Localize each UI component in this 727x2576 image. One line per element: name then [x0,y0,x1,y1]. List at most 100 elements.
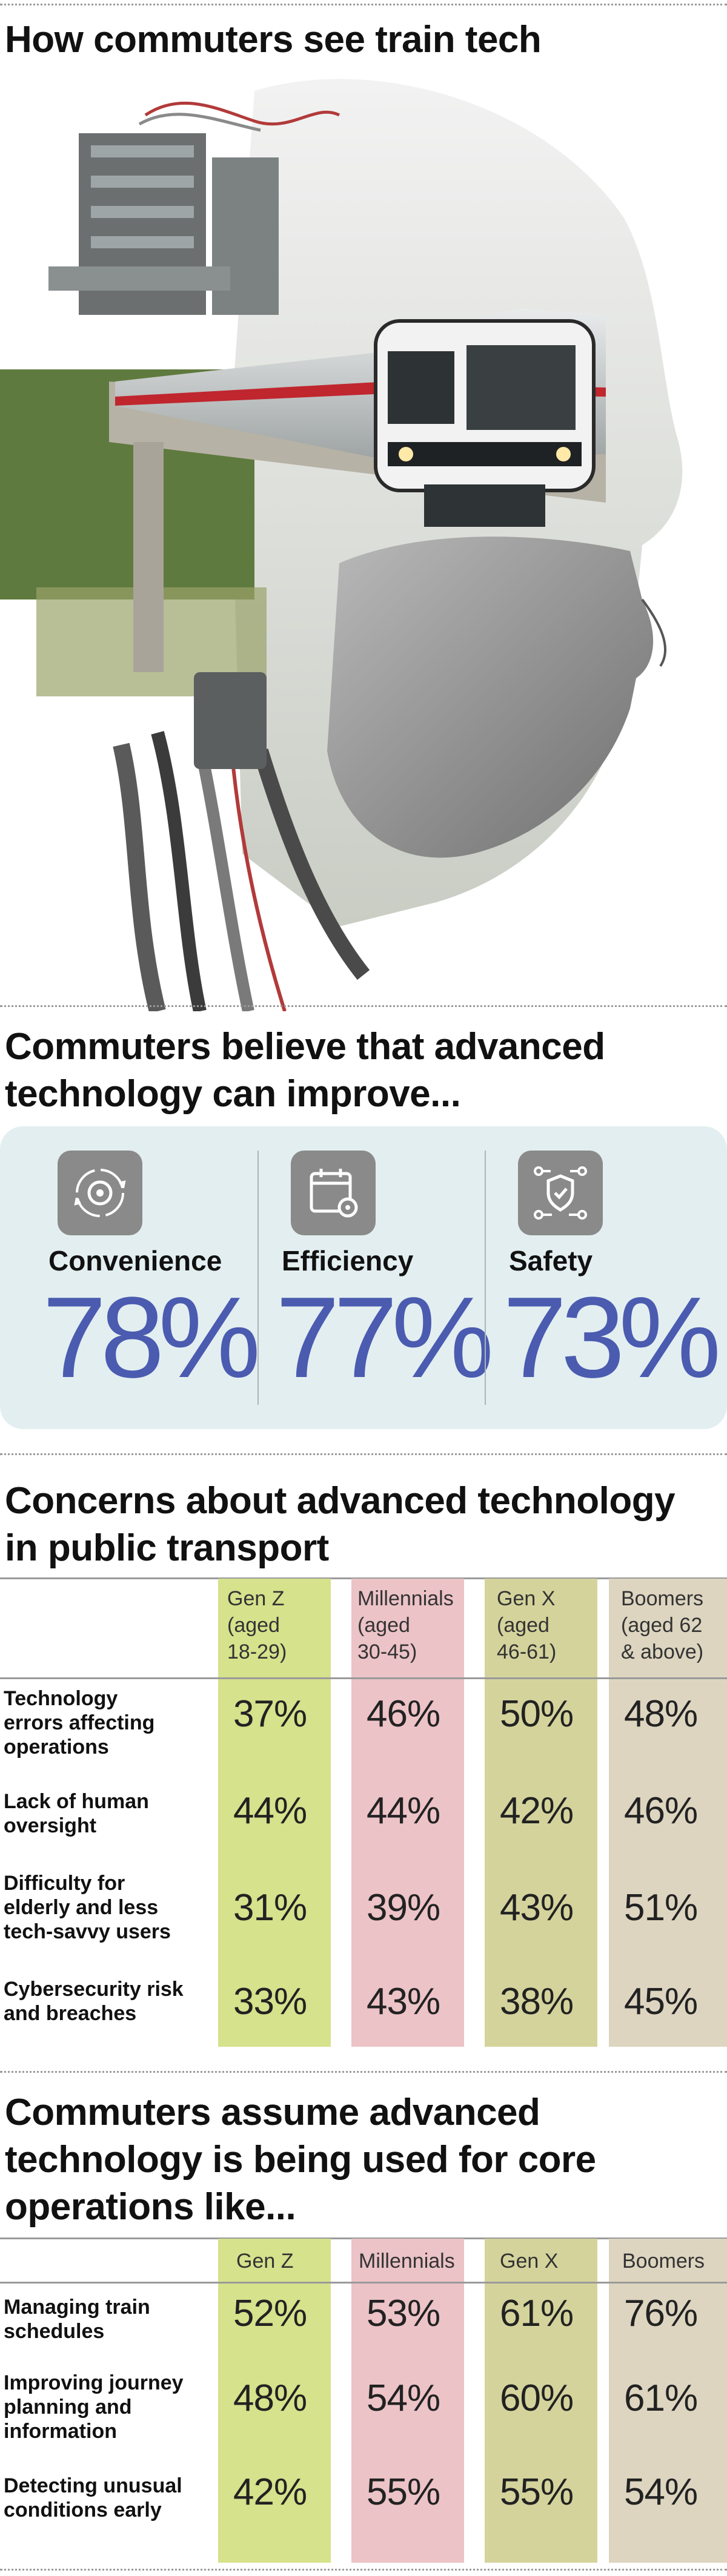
row-label-line: Detecting unusual [4,2474,182,2497]
table-cell: 46% [367,1693,440,1735]
boomers-column [609,2239,727,2563]
table-cell: 52% [233,2293,307,2334]
column-header-line: Gen X [497,1587,556,1610]
operations-heading-line: technology is being used for core [5,2139,596,2181]
improve-item-safety: Safety 73% [460,1126,721,1429]
improve-heading-line: Commuters believe that advanced [5,1026,605,1068]
table-cell: 31% [233,1887,307,1929]
section-rule [0,1453,727,1455]
table-cell: 50% [500,1693,574,1735]
column-header-line: (aged [227,1614,280,1637]
column-divider [257,1151,259,1405]
table-rule [0,2282,727,2284]
table-rule [0,2237,727,2239]
millennials-column [351,2239,464,2563]
table-cell: 55% [500,2471,574,2513]
genz-column [218,1579,331,2047]
concerns-heading-line: Concerns about advanced technology [5,1480,676,1522]
row-label: Technology errors affecting operations [4,1686,154,1759]
table-cell: 43% [500,1887,574,1929]
column-header: Gen Z [236,2250,294,2273]
improve-value: 77% [276,1273,494,1402]
concerns-heading: Concerns about advanced technology in pu… [5,1478,676,1572]
improve-heading: Commuters believe that advanced technolo… [5,1023,605,1118]
row-label-line: Managing train [4,2296,150,2319]
table-rule [0,1677,727,1679]
row-label-line: elderly and less [4,1896,159,1919]
row-label-line: information [4,2420,117,2443]
improve-card: Convenience 78% Efficiency 77% [0,1126,727,1429]
column-header-line: (aged [357,1614,410,1637]
improve-item-convenience: Convenience 78% [0,1126,261,1429]
column-header: Millennials (aged 30-45) [357,1585,454,1665]
row-label-line: oversight [4,1814,97,1837]
improve-value: 73% [503,1273,721,1402]
row-label: Improving journey planning and informati… [4,2371,184,2443]
table-cell: 60% [500,2377,574,2419]
column-header-line: Millennials [357,1587,454,1610]
improve-label: Efficiency [282,1245,414,1276]
table-cell: 48% [624,1693,698,1735]
table-cell: 55% [367,2471,440,2513]
column-header-line: (aged 62 [621,1614,703,1637]
table-cell: 54% [624,2471,698,2513]
column-header: Gen Z (aged 18-29) [227,1585,287,1665]
column-header-line: 46-61) [497,1640,557,1663]
table-cell: 42% [233,2471,307,2513]
table-cell: 51% [624,1887,698,1929]
column-header: Gen X (aged 46-61) [497,1585,556,1665]
improve-item-efficiency: Efficiency 77% [233,1126,494,1429]
gear-cycle-icon [58,1151,142,1235]
table-cell: 43% [367,1981,440,2023]
millennials-column [351,1579,464,2047]
calendar-gear-icon [291,1151,376,1235]
table-cell: 44% [367,1790,440,1832]
section-rule [0,2071,727,2073]
row-label: Cybersecurity risk and breaches [4,1977,184,2026]
table-cell: 61% [500,2293,574,2334]
table-cell: 46% [624,1790,698,1832]
column-header: Millennials [359,2250,455,2273]
row-label: Difficulty for elderly and less tech-sav… [4,1871,171,1944]
row-label: Detecting unusual conditions early [4,2474,182,2522]
table-cell: 54% [367,2377,440,2419]
table-cell: 76% [624,2293,698,2334]
table-cell: 33% [233,1981,307,2023]
genx-column [485,2239,597,2563]
row-label: Managing train schedules [4,2295,150,2343]
row-label-line: planning and [4,2396,132,2419]
table-cell: 37% [233,1693,307,1735]
column-header-line: 30-45) [357,1640,417,1663]
table-cell: 45% [624,1981,698,2023]
genz-column [218,2239,331,2563]
row-label-line: tech-savvy users [4,1920,171,1943]
column-header-line: Boomers [621,1587,704,1610]
column-header: Gen X [500,2250,559,2273]
table-cell: 53% [367,2293,440,2334]
row-label-line: Improving journey [4,2371,184,2394]
improve-label: Safety [509,1245,593,1276]
row-label-line: Difficulty for [4,1872,125,1895]
table-rule [0,1577,727,1579]
column-header-line: 18-29) [227,1640,287,1663]
operations-heading: Commuters assume advanced technology is … [5,2089,596,2231]
column-header: Boomers [622,2250,705,2273]
row-label-line: Lack of human [4,1790,149,1813]
improve-label: Convenience [48,1245,222,1276]
table-cell: 42% [500,1790,574,1832]
column-header-line: Gen Z [227,1587,285,1610]
page-title: How commuters see train tech [5,19,542,61]
row-label-line: Technology [4,1687,118,1710]
table-cell: 61% [624,2377,698,2419]
column-header-line: & above) [621,1640,704,1663]
operations-heading-line: operations like... [5,2186,296,2228]
boomers-column [609,1579,727,2047]
table-cell: 48% [233,2377,307,2419]
improve-heading-line: technology can improve... [5,1073,461,1115]
section-rule [0,1005,727,1007]
concerns-heading-line: in public transport [5,1527,329,1569]
table-cell: 39% [367,1887,440,1929]
genx-column [485,1579,597,2047]
row-label-line: conditions early [4,2498,162,2522]
hero-illustration [0,79,683,1011]
